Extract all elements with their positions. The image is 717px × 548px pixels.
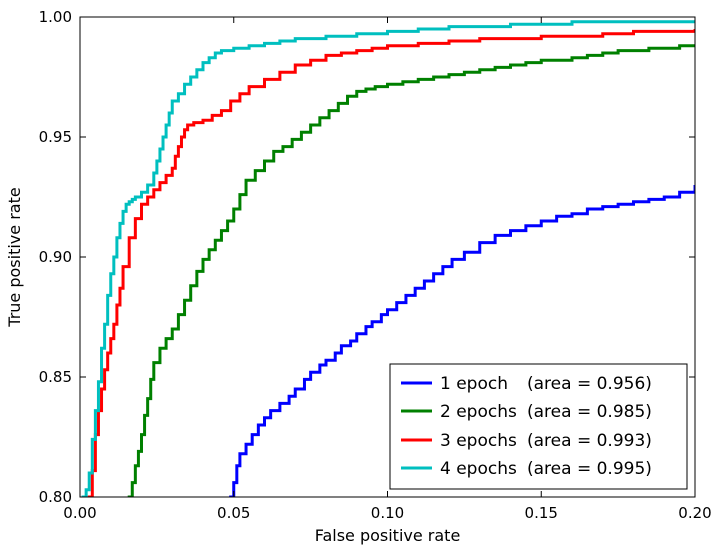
series-layer bbox=[81, 20, 695, 497]
legend-area-3: (area = 0.993) bbox=[527, 431, 652, 451]
series-line-1 bbox=[229, 185, 695, 497]
x-axis-label: False positive rate bbox=[315, 526, 461, 545]
series-line-4 bbox=[81, 20, 695, 497]
y-tick-label: 0.95 bbox=[39, 128, 72, 146]
legend-box bbox=[389, 363, 688, 490]
series-line-3 bbox=[87, 29, 695, 497]
y-tick-label: 0.90 bbox=[39, 248, 72, 266]
legend-label-1: 1 epoch bbox=[440, 374, 519, 394]
legend-label-3: 3 epochs bbox=[440, 431, 517, 451]
x-tick-label: 0.05 bbox=[217, 504, 250, 522]
tick-layer: 0.00 0.05 0.10 0.15 0.20 0.80 0.85 0.90 0.95 1.00 bbox=[39, 8, 712, 522]
legend-label-4: 4 epochs bbox=[440, 459, 517, 479]
series-line-2 bbox=[127, 44, 695, 497]
y-tick-label: 1.00 bbox=[39, 8, 72, 26]
legend-label-2: 2 epochs bbox=[440, 402, 517, 422]
y-tick-label: 0.85 bbox=[39, 368, 72, 386]
y-tick-label: 0.80 bbox=[39, 488, 72, 506]
legend-area-1: (area = 0.956) bbox=[527, 374, 652, 394]
x-tick-label: 0.00 bbox=[63, 504, 96, 522]
x-tick-label: 0.20 bbox=[678, 504, 711, 522]
y-axis-label: True positive rate bbox=[5, 187, 24, 327]
x-tick-label: 0.15 bbox=[525, 504, 558, 522]
legend-area-4: (area = 0.995) bbox=[527, 459, 652, 479]
x-tick-label: 0.10 bbox=[371, 504, 404, 522]
legend: 1 epoch (area = 0.956) 2 epochs (area = 0.… bbox=[389, 363, 688, 490]
legend-area-2: (area = 0.985) bbox=[527, 402, 652, 422]
